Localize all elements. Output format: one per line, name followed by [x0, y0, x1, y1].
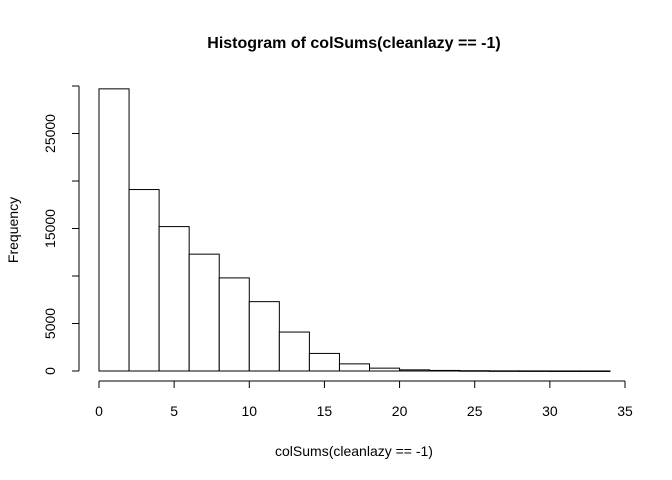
x-tick-label: 35 — [617, 403, 633, 419]
y-axis: 0 5000 15000 25000 — [42, 85, 80, 375]
x-tick-label: 10 — [241, 403, 257, 419]
histogram-bar — [369, 367, 401, 372]
histogram-bar — [128, 189, 160, 372]
histogram-bar — [338, 363, 371, 372]
y-tick-label: 0 — [42, 367, 58, 375]
x-tick-label: 25 — [467, 403, 483, 419]
histogram-bar — [399, 369, 431, 372]
histogram-bar — [579, 370, 611, 372]
chart-title: Histogram of colSums(cleanlazy == -1) — [207, 35, 500, 52]
histogram-bar — [98, 88, 130, 372]
x-tick-label: 15 — [317, 403, 333, 419]
y-axis-label: Frequency — [5, 197, 21, 263]
histogram-bar — [429, 369, 461, 372]
x-axis: 0 5 10 15 20 25 30 35 — [95, 380, 633, 419]
histogram-bar — [308, 352, 340, 372]
histogram-bar — [549, 370, 581, 372]
y-tick-label: 25000 — [42, 114, 58, 153]
histogram-bar — [188, 253, 220, 372]
histogram-bar — [278, 331, 310, 372]
x-tick-label: 20 — [392, 403, 408, 419]
histogram-bar — [158, 226, 190, 372]
x-tick-label: 30 — [542, 403, 558, 419]
x-tick-label: 5 — [170, 403, 178, 419]
histogram-bar — [459, 370, 491, 372]
histogram-bar — [218, 277, 250, 372]
bars-group — [98, 88, 611, 372]
histogram-bar — [489, 370, 521, 372]
histogram-bar — [519, 370, 551, 372]
y-tick-label: 15000 — [42, 209, 58, 248]
x-axis-label: colSums(cleanlazy == -1) — [275, 443, 433, 459]
x-tick-label: 0 — [95, 403, 103, 419]
y-tick-label: 5000 — [42, 308, 58, 339]
histogram-bar — [248, 301, 280, 372]
